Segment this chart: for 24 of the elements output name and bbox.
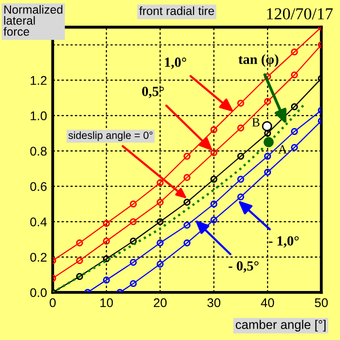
annotation: sideslip angle = 0°: [68, 131, 152, 142]
annotation: 1,0°: [165, 58, 186, 69]
annotation: - 0,5°: [228, 261, 258, 273]
annotation: B: [252, 118, 260, 126]
y-tick-label: 0.4: [30, 217, 47, 226]
y-tick-label: 1.0: [30, 111, 47, 120]
y-tick-label: 1.2: [30, 76, 47, 85]
x-tick-label: 50: [314, 298, 328, 308]
x-tick-label: 0: [50, 298, 56, 308]
x-tick-label: 30: [207, 298, 220, 308]
x-tick-label: 40: [260, 298, 274, 308]
chart-title: front radial tire: [139, 6, 214, 16]
y-tick-label: 0.6: [30, 182, 47, 191]
annotation: tan (φ): [238, 54, 278, 67]
x-tick-label: 10: [100, 298, 113, 308]
x-tick-label: 20: [154, 298, 167, 308]
y-tick-label: 0.2: [30, 252, 47, 262]
x-axis-title: camber angle [°]: [236, 320, 326, 332]
y-axis-title: Normalized lateral force: [4, 5, 62, 36]
y-tick-label: 0.0: [30, 288, 47, 298]
y-tick-label: 0.8: [30, 146, 47, 156]
annotation: 0,5°: [142, 86, 164, 98]
annotation: - 1,0°: [268, 236, 299, 248]
chart-subtitle: 120/70/17: [267, 8, 333, 20]
